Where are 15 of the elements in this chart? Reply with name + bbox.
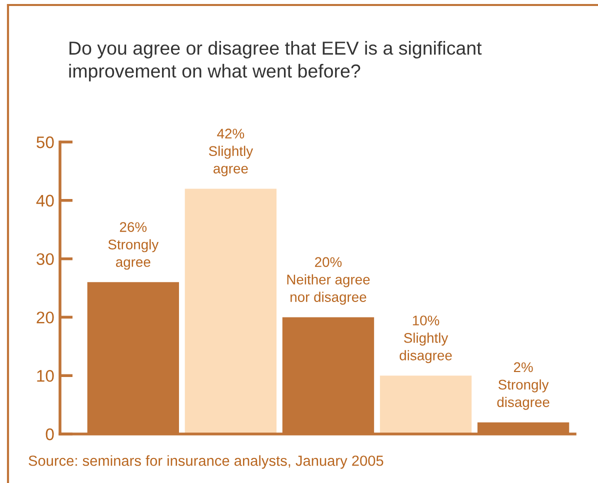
source-note: Source: seminars for insurance analysts, January 2005 xyxy=(28,455,384,469)
data-label: 26% Strongly agree xyxy=(108,222,159,270)
y-tick-label: 40 xyxy=(36,194,54,207)
data-label: 20% Neither agree nor disagree xyxy=(287,257,370,305)
chart-title: Do you agree or disagree that EEV is a significant improvement on what went before? xyxy=(69,41,482,82)
y-tick-label: 50 xyxy=(36,136,54,148)
y-tick-label: 20 xyxy=(36,312,54,324)
y-tick-label: 10 xyxy=(37,370,54,382)
y-tick-label: 30 xyxy=(36,253,54,266)
bar xyxy=(380,376,472,434)
data-label: 10% Slightly disagree xyxy=(400,316,452,364)
data-label: 42% Slightly agree xyxy=(208,128,254,176)
y-tick-label: 0 xyxy=(46,428,54,440)
data-label: 2% Strongly disagree xyxy=(497,362,550,410)
bar xyxy=(184,188,277,434)
